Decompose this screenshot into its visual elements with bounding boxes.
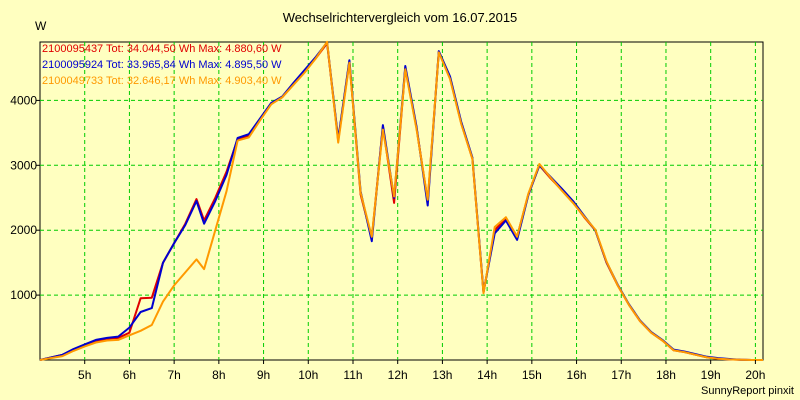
x-tick-label-10: 15h	[522, 368, 542, 382]
x-tick-label-12: 17h	[611, 368, 631, 382]
x-tick-label-3: 8h	[212, 368, 225, 382]
grid	[40, 42, 763, 360]
x-tick-label-2: 7h	[167, 368, 180, 382]
x-tick-label-4: 9h	[257, 368, 270, 382]
y-tick-label-3: 4000	[10, 93, 37, 107]
y-tick-label-2: 3000	[10, 158, 37, 172]
x-tick-label-0: 5h	[78, 368, 91, 382]
y-tick-label-0: 1000	[10, 288, 37, 302]
legend-entry-2: 2100095924 Tot: 33.965,84 Wh Max: 4.895,…	[42, 59, 282, 71]
x-tick-label-6: 11h	[343, 368, 362, 382]
x-tick-label-14: 19h	[701, 368, 721, 382]
series-line-2100095437	[39, 42, 763, 361]
plot-area-frame	[39, 41, 764, 361]
x-tick-label-1: 6h	[123, 368, 136, 382]
legend-entry-3: 2100049733 Tot: 32.646,17 Wh Max: 4.903,…	[42, 75, 282, 87]
y-axis-ticks: 1000 2000 3000 4000	[10, 93, 40, 302]
x-tick-label-5: 10h	[298, 368, 318, 382]
series-lines	[39, 40, 763, 361]
series-line-2100049733	[39, 40, 763, 361]
x-tick-label-8: 13h	[432, 368, 452, 382]
legend: 2100095437 Tot: 34.044,50 Wh Max: 4.880,…	[42, 43, 282, 87]
x-axis-ticks: 5h 6h 7h 8h 9h 10h 11h 12h 13h 14h 15h 16h 17h 18h 19h…	[78, 360, 765, 382]
chart-title: Wechselrichtervergleich vom 16.07.2015	[283, 10, 518, 25]
x-tick-label-13: 18h	[656, 368, 676, 382]
series-line-2100095924	[39, 41, 763, 361]
y-tick-label-1: 2000	[10, 223, 37, 237]
x-tick-label-7: 12h	[388, 368, 408, 382]
x-tick-label-15: 20h	[745, 368, 765, 382]
legend-entry-1: 2100095437 Tot: 34.044,50 Wh Max: 4.880,…	[42, 43, 282, 55]
x-tick-label-9: 14h	[477, 368, 497, 382]
x-tick-label-11: 16h	[567, 368, 587, 382]
footer-credit: SunnyReport pinxit	[701, 385, 794, 397]
y-axis-label: W	[35, 19, 47, 33]
